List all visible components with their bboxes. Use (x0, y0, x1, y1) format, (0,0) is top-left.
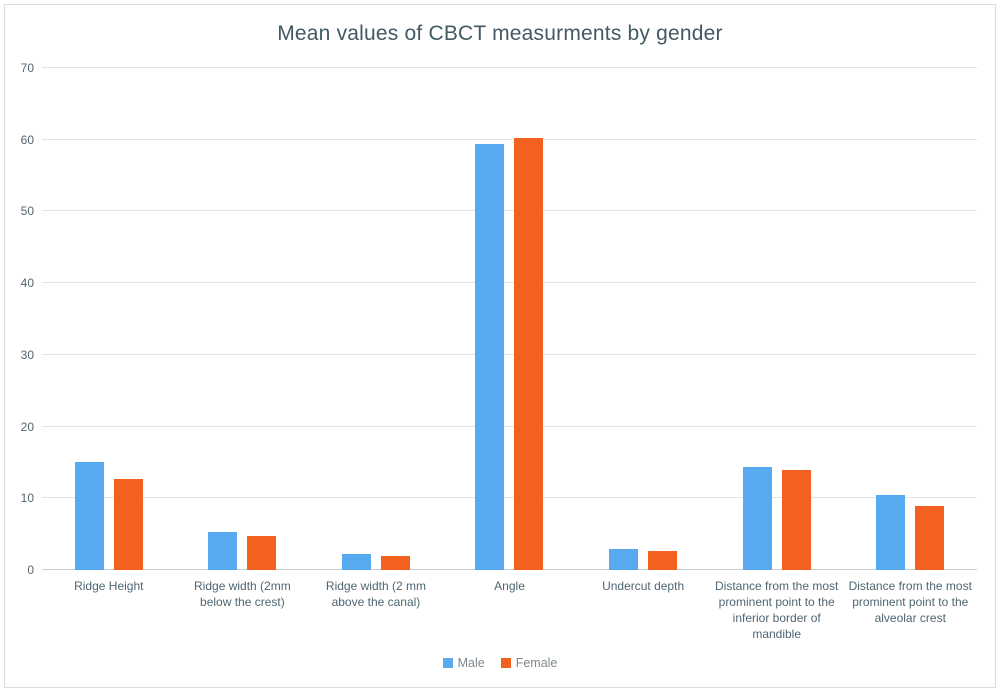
bar-female-1 (113, 478, 143, 570)
bar-male-4 (475, 144, 505, 570)
bar-female-2 (247, 535, 277, 570)
x-axis-label-3: Ridge width (2 mm above the canal) (325, 579, 426, 609)
bar-male-5 (609, 549, 639, 570)
bar-group-6 (710, 68, 844, 570)
gridline-30 (42, 353, 977, 355)
y-tick-label-50: 50 (20, 204, 34, 219)
bar-male-7 (876, 495, 906, 570)
bar-group-5 (576, 68, 710, 570)
x-axis-line (42, 569, 977, 570)
legend-label-male: Male (457, 656, 485, 670)
legend: Male Female (0, 656, 1000, 670)
y-tick-label-70: 70 (20, 61, 34, 75)
gridline-50 (42, 210, 977, 212)
gridline-10 (42, 497, 977, 499)
bar-female-5 (648, 550, 678, 570)
bar-group-2 (176, 68, 310, 570)
y-tick-label-30: 30 (20, 347, 34, 362)
bar-female-4 (514, 138, 544, 570)
bar-female-7 (915, 506, 945, 570)
bar-male-3 (341, 553, 371, 570)
bar-male-1 (74, 462, 104, 570)
y-tick-label-20: 20 (20, 419, 34, 434)
y-tick-label-10: 10 (20, 491, 34, 506)
chart-title: Mean values of CBCT measurments by gende… (277, 22, 723, 45)
x-axis-label-5: Undercut depth (602, 579, 685, 593)
gridline-70 (42, 67, 977, 68)
bar-male-2 (208, 532, 238, 570)
bar-group-4 (443, 68, 577, 570)
bar-female-6 (781, 470, 811, 570)
x-axis-label-2: Ridge width (2mm below the crest) (194, 579, 291, 609)
bar-group-7 (843, 68, 977, 570)
y-tick-label-60: 60 (20, 132, 34, 147)
female-swatch-icon (500, 658, 511, 668)
y-tick-label-40: 40 (20, 276, 34, 291)
y-tick-label-0: 0 (27, 563, 34, 577)
legend-item-male: Male (442, 656, 485, 670)
male-swatch-icon (442, 658, 453, 668)
plot-area: 0 10 20 30 40 50 60 70 (21, 62, 977, 576)
x-axis-label-1: Ridge Height (74, 579, 144, 593)
x-axis-label-4: Angle (494, 579, 525, 593)
bar-male-6 (742, 467, 772, 570)
bar-group-3 (309, 68, 443, 570)
legend-item-female: Female (500, 656, 558, 670)
gridline-40 (42, 282, 977, 284)
legend-label-female: Female (515, 656, 558, 670)
gridline-60 (42, 138, 977, 140)
x-axis-label-7: Distance from the most prominent point t… (848, 579, 972, 625)
x-axis-labels: Ridge Height Ridge width (2mm below the c… (42, 578, 977, 642)
gridline-20 (42, 425, 977, 427)
x-axis-label-6: Distance from the most prominent point t… (714, 579, 839, 641)
bar-group-1 (42, 68, 176, 570)
bar-female-3 (380, 556, 410, 570)
